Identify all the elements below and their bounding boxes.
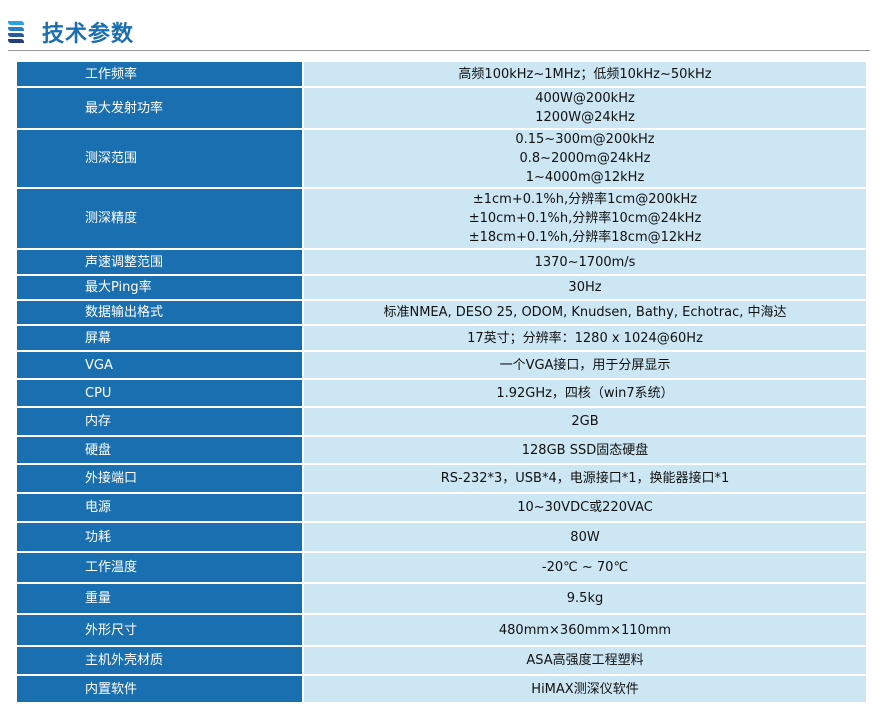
table-row: 屏幕 17英寸；分辨率：1280 x 1024@60Hz [15, 324, 868, 352]
table-row: 工作频率 高频100kHz~1MHz；低频10kHz~50kHz [15, 60, 868, 88]
spec-value-line: RS-232*3，USB*4，电源接口*1，换能器接口*1 [440, 471, 730, 486]
spec-name: 内置软件 [15, 674, 304, 704]
spec-value-line: HiMAX测深仪软件 [531, 681, 639, 697]
spec-value: 高频100kHz~1MHz；低频10kHz~50kHz [302, 60, 868, 88]
spec-value-line: 1~4000m@12kHz [525, 170, 645, 185]
spec-value-line: 标准NMEA, DESO 25, ODOM, Knudsen, Bathy, E… [383, 305, 787, 320]
spec-value: 80W [302, 521, 868, 553]
table-row: 主机外壳材质 ASA高强度工程塑料 [15, 645, 868, 676]
spec-value-line: 1370~1700m/s [534, 254, 636, 270]
table-row: 外接端口 RS-232*3，USB*4，电源接口*1，换能器接口*1 [15, 463, 868, 494]
spec-name: 测深范围 [15, 128, 304, 189]
spec-value: 0.15~300m@200kHz 0.8~2000m@24kHz 1~4000m@1… [302, 128, 868, 189]
spec-value-line: 2GB [571, 414, 599, 429]
table-row: 外形尺寸 480mm×360mm×110mm [15, 613, 868, 647]
spec-value-line: 80W [570, 529, 600, 545]
spec-value-line: ±1cm+0.1%h,分辨率1cm@200kHz [472, 192, 698, 207]
table-row: 电源 10~30VDC或220VAC [15, 492, 868, 523]
spec-name: 硬盘 [15, 435, 304, 465]
spec-name: VGA [15, 350, 304, 380]
table-row: 测深范围 0.15~300m@200kHz 0.8~2000m@24kHz 1~400… [15, 128, 868, 189]
table-row: 工作温度 -20℃ ~ 70℃ [15, 551, 868, 584]
spec-name: 最大Ping率 [15, 274, 304, 301]
spec-value-line: 480mm×360mm×110mm [498, 622, 672, 638]
spec-value: 一个VGA接口，用于分屏显示 [302, 350, 868, 380]
spec-value-line: -20℃ ~ 70℃ [541, 560, 629, 575]
spec-value-line: ±10cm+0.1%h,分辨率10cm@24kHz [468, 211, 702, 226]
table-row: CPU 1.92GHz，四核（win7系统） [15, 378, 868, 408]
spec-value: 10~30VDC或220VAC [302, 492, 868, 523]
spec-value-line: 0.15~300m@200kHz [515, 132, 655, 147]
spec-value: -20℃ ~ 70℃ [302, 551, 868, 584]
table-row: 测深精度 ±1cm+0.1%h,分辨率1cm@200kHz ±10cm+0.1%h,… [15, 187, 868, 250]
spec-value: 2GB [302, 406, 868, 437]
spec-name: 测深精度 [15, 187, 304, 250]
spec-name: 工作频率 [15, 60, 304, 88]
section-header: 技术参数 [8, 14, 134, 50]
spec-value-line: 1200W@24kHz [535, 110, 635, 125]
spec-value-line: 0.8~2000m@24kHz [519, 151, 651, 166]
spec-value-line: 400W@200kHz [535, 91, 635, 106]
spec-value-line: 30Hz [568, 280, 602, 295]
spec-value: 480mm×360mm×110mm [302, 613, 868, 647]
table-row: VGA 一个VGA接口，用于分屏显示 [15, 350, 868, 380]
table-row: 重量 9.5kg [15, 582, 868, 615]
divider [8, 50, 870, 51]
spec-value: RS-232*3，USB*4，电源接口*1，换能器接口*1 [302, 463, 868, 494]
spec-value: 1.92GHz，四核（win7系统） [302, 378, 868, 408]
spec-name: 最大发射功率 [15, 86, 304, 130]
spec-value-line: ASA高强度工程塑料 [526, 653, 644, 668]
spec-value: 17英寸；分辨率：1280 x 1024@60Hz [302, 324, 868, 352]
page-title: 技术参数 [42, 22, 135, 47]
spec-value: 1370~1700m/s [302, 248, 868, 276]
spec-value: 128GB SSD固态硬盘 [302, 435, 868, 465]
table-row: 内置软件 HiMAX测深仪软件 [15, 674, 868, 704]
spec-value: 标准NMEA, DESO 25, ODOM, Knudsen, Bathy, E… [302, 299, 868, 326]
spec-name: 外接端口 [15, 463, 304, 494]
spec-value-line: 10~30VDC或220VAC [517, 500, 653, 515]
spec-name: 数据输出格式 [15, 299, 304, 326]
spec-value: HiMAX测深仪软件 [302, 674, 868, 704]
spec-value: ASA高强度工程塑料 [302, 645, 868, 676]
spec-name: 重量 [15, 582, 304, 615]
spec-value-line: 9.5kg [566, 591, 604, 606]
spec-name: 功耗 [15, 521, 304, 553]
spec-value-line: 高频100kHz~1MHz；低频10kHz~50kHz [458, 66, 712, 82]
spec-name: 外形尺寸 [15, 613, 304, 647]
spec-name: 屏幕 [15, 324, 304, 352]
spec-name: 内存 [15, 406, 304, 437]
table-row: 硬盘 128GB SSD固态硬盘 [15, 435, 868, 465]
table-row: 最大Ping率 30Hz [15, 274, 868, 301]
table-row: 内存 2GB [15, 406, 868, 437]
table-row: 数据输出格式 标准NMEA, DESO 25, ODOM, Knudsen, Ba… [15, 299, 868, 326]
spec-value-line: 一个VGA接口，用于分屏显示 [499, 357, 671, 373]
spec-value: 400W@200kHz 1200W@24kHz [302, 86, 868, 130]
table-row: 声速调整范围 1370~1700m/s [15, 248, 868, 276]
spec-value: 30Hz [302, 274, 868, 301]
wave-logo-icon [8, 21, 24, 43]
spec-table: 工作频率 高频100kHz~1MHz；低频10kHz~50kHz 最大发射功率 400… [15, 60, 868, 704]
spec-value: ±1cm+0.1%h,分辨率1cm@200kHz ±10cm+0.1%h,分辨率1… [302, 187, 868, 250]
spec-name: 声速调整范围 [15, 248, 304, 276]
spec-name: 主机外壳材质 [15, 645, 304, 676]
spec-value-line: 1.92GHz，四核（win7系统） [496, 385, 674, 401]
spec-value-line: 128GB SSD固态硬盘 [521, 442, 649, 458]
table-row: 功耗 80W [15, 521, 868, 553]
spec-name: 电源 [15, 492, 304, 523]
table-row: 最大发射功率 400W@200kHz 1200W@24kHz [15, 86, 868, 130]
spec-name: CPU [15, 378, 304, 408]
spec-value-line: ±18cm+0.1%h,分辨率18cm@12kHz [468, 230, 702, 245]
spec-value: 9.5kg [302, 582, 868, 615]
spec-value-line: 17英寸；分辨率：1280 x 1024@60Hz [467, 330, 703, 346]
spec-name: 工作温度 [15, 551, 304, 584]
